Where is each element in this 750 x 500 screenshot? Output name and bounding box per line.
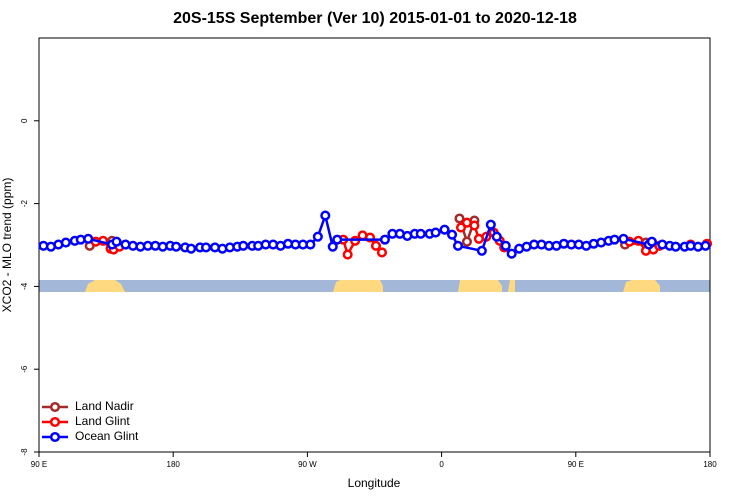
- data-point: [461, 236, 472, 247]
- data-point: [379, 234, 390, 245]
- data-point: [446, 229, 458, 240]
- data-point: [370, 240, 382, 251]
- x-tick-label: 90 W: [298, 460, 317, 469]
- data-point: [200, 242, 212, 253]
- data-point: [83, 233, 94, 244]
- x-tick-label: 0: [439, 460, 444, 469]
- data-point: [452, 240, 464, 251]
- land-ocean-strip: [39, 280, 710, 292]
- land-band: [623, 280, 660, 292]
- data-point: [327, 241, 338, 252]
- legend-marker: [49, 401, 61, 413]
- y-tick-label: -8: [20, 448, 29, 456]
- land-band: [508, 280, 515, 292]
- data-point: [455, 222, 467, 233]
- data-point: [430, 227, 441, 238]
- data-point: [305, 239, 316, 250]
- data-point: [646, 236, 657, 247]
- data-point: [700, 240, 711, 251]
- data-point: [469, 220, 480, 231]
- data-point: [439, 224, 450, 235]
- x-tick-label: 90 E: [31, 460, 47, 469]
- legend-label: Ocean Glint: [75, 429, 139, 443]
- land-band: [333, 280, 383, 292]
- data-point: [500, 240, 511, 251]
- data-point: [238, 240, 249, 251]
- data-point: [670, 241, 681, 252]
- y-tick-label: -6: [20, 365, 29, 373]
- data-point: [342, 249, 353, 260]
- y-tick-label: -4: [20, 282, 29, 290]
- legend-label: Land Nadir: [75, 399, 134, 413]
- legend-label: Land Glint: [75, 414, 130, 428]
- x-tick-label: 90 E: [568, 460, 584, 469]
- legend-marker: [49, 416, 61, 428]
- y-tick-label: -2: [20, 199, 29, 207]
- data-point: [376, 247, 388, 258]
- legend-marker: [49, 431, 61, 443]
- y-axis-label: XCO2 - MLO trend (ppm): [0, 178, 14, 313]
- x-axis-label: Longitude: [348, 476, 401, 490]
- data-point: [415, 228, 426, 239]
- data-point: [171, 241, 182, 252]
- data-point: [506, 248, 517, 259]
- land-band: [458, 280, 502, 292]
- data-point: [320, 210, 331, 221]
- data-point: [332, 234, 343, 245]
- data-point: [618, 233, 629, 244]
- y-tick-label: 0: [20, 118, 29, 123]
- data-point: [312, 231, 323, 242]
- data-point: [111, 236, 122, 247]
- x-tick-label: 180: [167, 460, 181, 469]
- data-point: [476, 245, 487, 256]
- data-point: [491, 231, 502, 242]
- data-point: [60, 237, 71, 248]
- data-point: [186, 243, 197, 254]
- chart-title: 20S-15S September (Ver 10) 2015-01-01 to…: [173, 10, 577, 27]
- land-band: [85, 280, 125, 292]
- data-point: [485, 219, 496, 230]
- x-tick-label: 180: [703, 460, 717, 469]
- data-point: [609, 234, 620, 245]
- data-point: [454, 213, 465, 224]
